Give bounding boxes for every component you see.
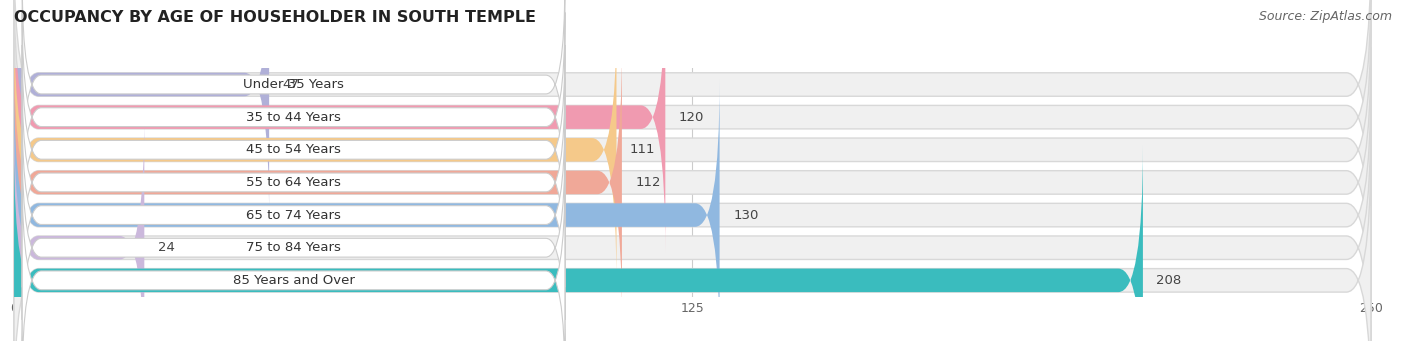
FancyBboxPatch shape (14, 145, 1371, 341)
FancyBboxPatch shape (14, 0, 1371, 220)
FancyBboxPatch shape (14, 113, 1371, 341)
FancyBboxPatch shape (22, 0, 565, 189)
Text: 120: 120 (679, 111, 704, 124)
Text: Source: ZipAtlas.com: Source: ZipAtlas.com (1258, 10, 1392, 23)
FancyBboxPatch shape (14, 0, 665, 252)
Text: Under 35 Years: Under 35 Years (243, 78, 344, 91)
Text: 112: 112 (636, 176, 661, 189)
Text: 75 to 84 Years: 75 to 84 Years (246, 241, 342, 254)
Text: 24: 24 (157, 241, 174, 254)
Text: 35 to 44 Years: 35 to 44 Years (246, 111, 342, 124)
FancyBboxPatch shape (22, 110, 565, 320)
Text: 208: 208 (1157, 274, 1181, 287)
FancyBboxPatch shape (14, 0, 269, 220)
FancyBboxPatch shape (22, 143, 565, 341)
Text: 130: 130 (733, 209, 758, 222)
Text: 47: 47 (283, 78, 299, 91)
FancyBboxPatch shape (14, 15, 1371, 285)
FancyBboxPatch shape (14, 47, 1371, 317)
FancyBboxPatch shape (14, 15, 616, 285)
FancyBboxPatch shape (14, 80, 720, 341)
FancyBboxPatch shape (22, 12, 565, 222)
FancyBboxPatch shape (22, 78, 565, 287)
FancyBboxPatch shape (22, 176, 565, 341)
Text: 55 to 64 Years: 55 to 64 Years (246, 176, 342, 189)
FancyBboxPatch shape (14, 145, 1143, 341)
Text: 65 to 74 Years: 65 to 74 Years (246, 209, 342, 222)
FancyBboxPatch shape (14, 47, 621, 317)
FancyBboxPatch shape (22, 45, 565, 255)
FancyBboxPatch shape (14, 0, 1371, 252)
Text: 85 Years and Over: 85 Years and Over (232, 274, 354, 287)
Text: 45 to 54 Years: 45 to 54 Years (246, 143, 342, 156)
Text: 111: 111 (630, 143, 655, 156)
Text: OCCUPANCY BY AGE OF HOUSEHOLDER IN SOUTH TEMPLE: OCCUPANCY BY AGE OF HOUSEHOLDER IN SOUTH… (14, 10, 536, 25)
FancyBboxPatch shape (14, 113, 145, 341)
FancyBboxPatch shape (14, 80, 1371, 341)
